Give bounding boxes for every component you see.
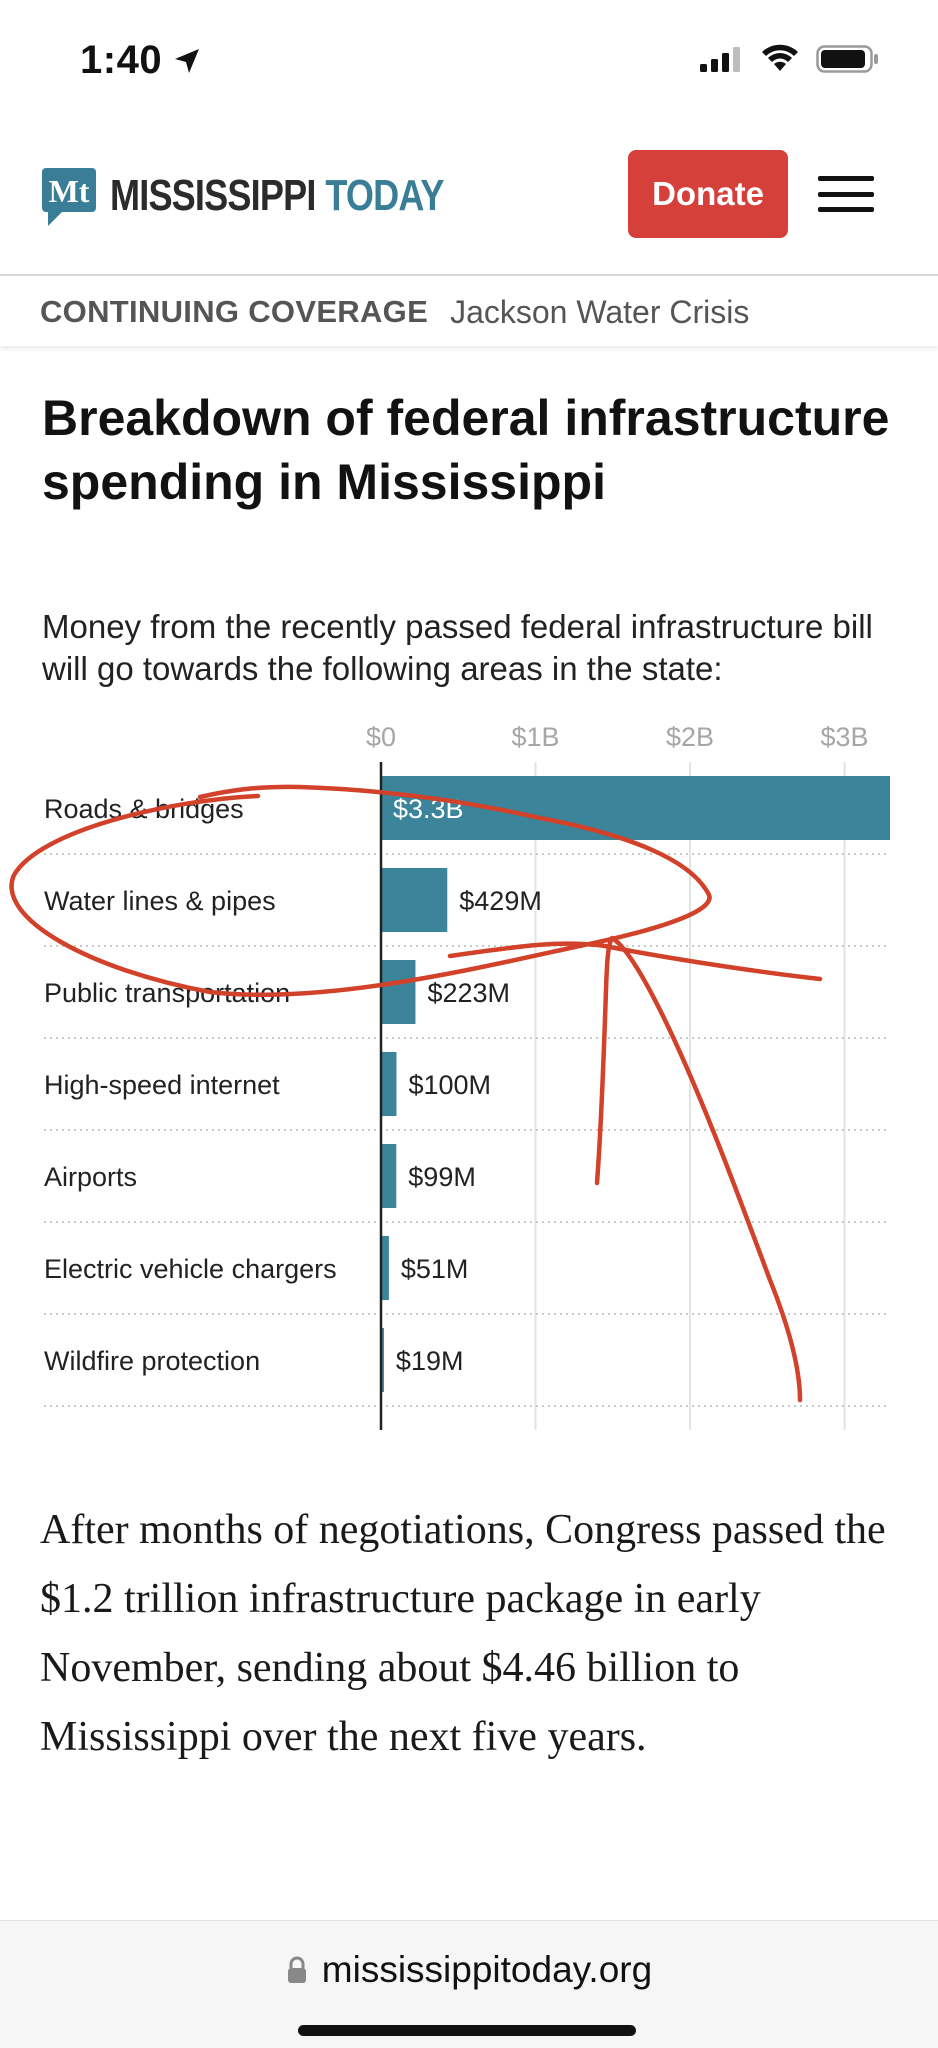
annotation-circle	[9, 784, 712, 998]
location-arrow-icon	[175, 48, 200, 73]
logo-mark-icon: Mt	[42, 168, 96, 226]
data-label: $223M	[427, 978, 510, 1008]
status-icons	[698, 44, 880, 74]
category-label: Water lines & pipes	[44, 886, 276, 916]
category-label: High-speed internet	[44, 1070, 280, 1100]
site-header: Mt MISSISSIPPI TODAY Donate	[0, 140, 938, 276]
bar	[381, 1328, 384, 1392]
url-display[interactable]: mississippitoday.org	[0, 1949, 938, 1991]
category-label: Electric vehicle chargers	[44, 1254, 337, 1284]
chart-headline: Breakdown of federal infrastructure spen…	[42, 390, 890, 510]
site-logo[interactable]: Mt MISSISSIPPI TODAY	[40, 164, 517, 228]
bar	[381, 1144, 397, 1208]
coverage-label: CONTINUING COVERAGE	[40, 294, 429, 329]
data-label: $51M	[401, 1254, 469, 1284]
category-label: Airports	[44, 1162, 137, 1192]
annotation-arrow-shaft	[447, 941, 823, 982]
data-label: $19M	[396, 1346, 464, 1376]
x-tick-label: $2B	[666, 722, 714, 752]
wifi-icon	[762, 44, 798, 71]
bar	[381, 1236, 389, 1300]
browser-url-bar[interactable]: mississippitoday.org	[0, 1920, 938, 2048]
data-label: $429M	[459, 886, 542, 916]
x-tick-label: $1B	[511, 722, 559, 752]
home-indicator[interactable]	[298, 2025, 636, 2036]
lock-icon	[287, 1956, 306, 1983]
url-text: mississippitoday.org	[321, 1949, 653, 1990]
data-label: $100M	[408, 1070, 491, 1100]
time-text: 1:40	[80, 38, 163, 82]
bar-chart: $0 $1B $2B $3B Roads & bridges $3.3B Water lin…	[0, 710, 938, 1430]
logo-mark-text: Mt	[49, 173, 90, 209]
bar	[381, 776, 890, 840]
logo-word-mississippi: MISSISSIPPI	[110, 171, 316, 220]
cellular-signal-icon	[700, 47, 740, 72]
article-body: After months of negotiations, Congress p…	[40, 1507, 886, 1760]
data-label: $99M	[408, 1162, 476, 1192]
chart-description: Money from the recently passed federal i…	[42, 608, 873, 687]
continuing-coverage-bar: CONTINUING COVERAGE Jackson Water Crisis	[0, 278, 938, 346]
donate-button[interactable]: Donate	[628, 150, 788, 238]
x-tick-label: $3B	[820, 722, 868, 752]
bar	[381, 868, 448, 932]
menu-line	[818, 191, 874, 197]
menu-line	[818, 207, 874, 212]
status-bar: 1:40	[0, 0, 938, 130]
hamburger-menu-icon[interactable]	[818, 170, 874, 218]
category-label: Wildfire protection	[44, 1346, 260, 1376]
logo-wordmark: MISSISSIPPI TODAY	[110, 171, 444, 221]
menu-line	[818, 176, 874, 181]
coverage-topic-link[interactable]: Jackson Water Crisis	[450, 293, 750, 330]
annotation-arrow-head	[594, 935, 803, 1403]
x-tick-label: $0	[366, 722, 396, 752]
bar	[381, 960, 416, 1024]
battery-icon	[816, 45, 878, 73]
logo-word-today: TODAY	[325, 171, 444, 220]
status-time: 1:40	[80, 38, 202, 83]
bar	[381, 1052, 397, 1116]
